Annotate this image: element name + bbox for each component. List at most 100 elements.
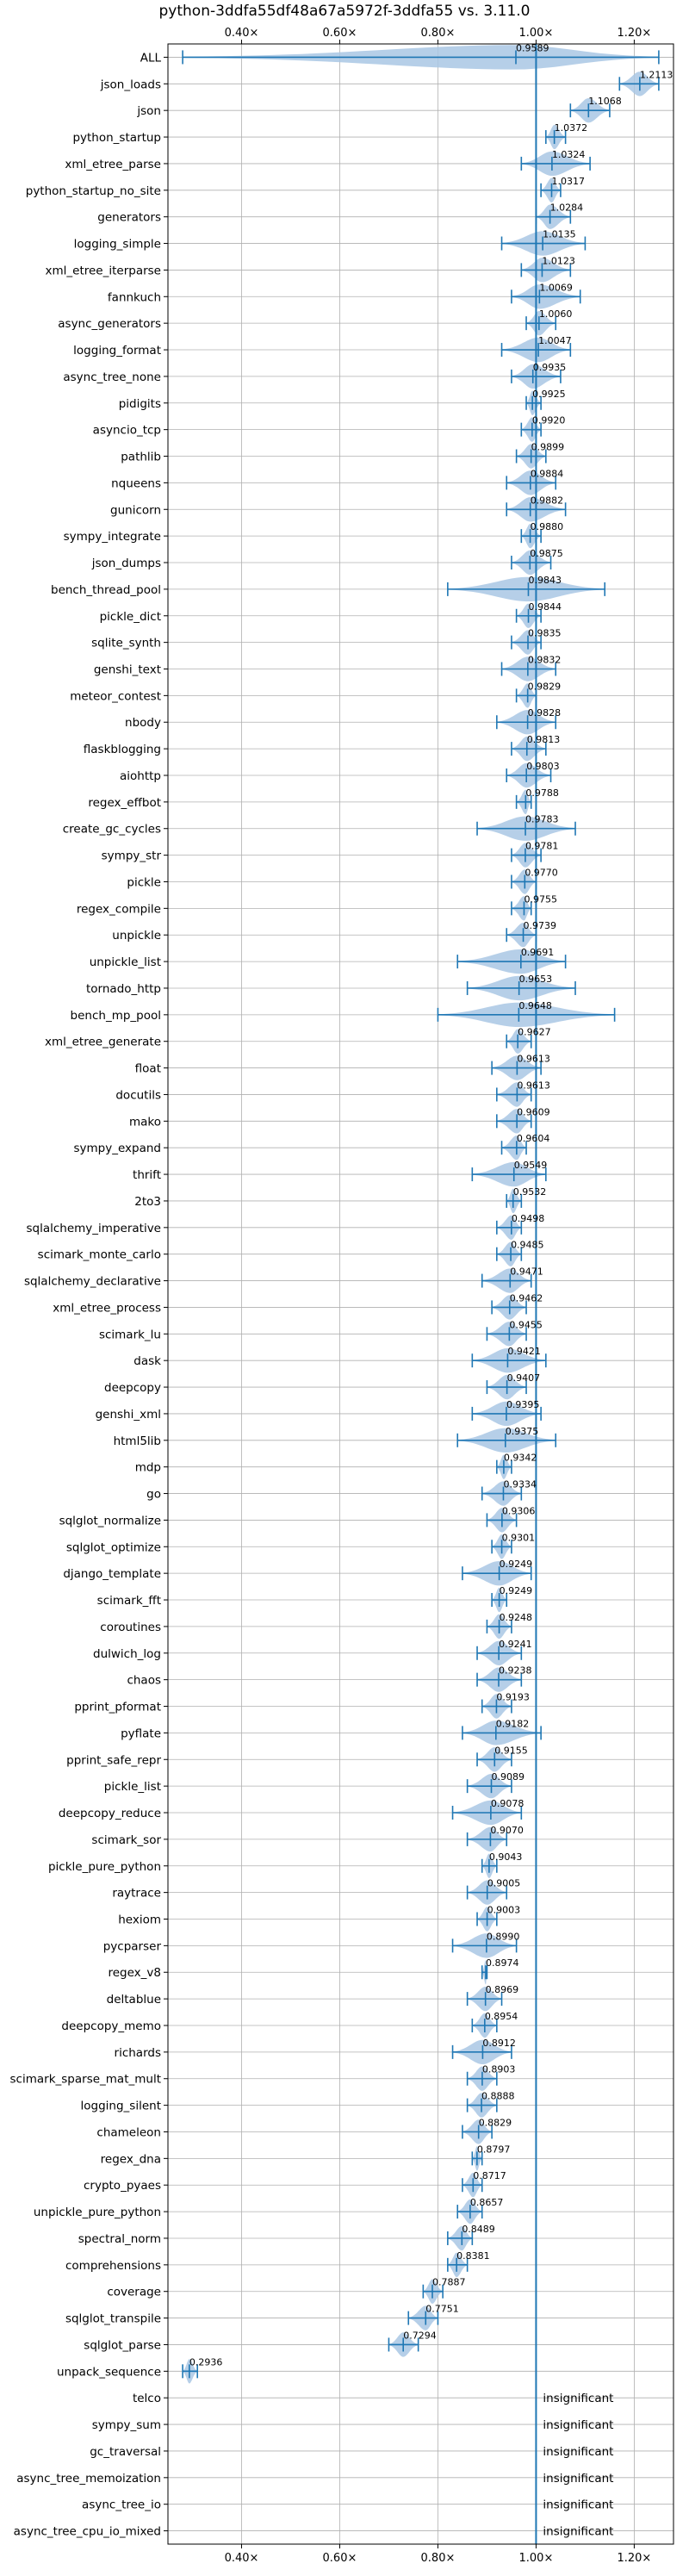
benchmark-label: telco (133, 2392, 161, 2405)
value-label: 0.8888 (481, 2091, 515, 2102)
value-label: 0.8969 (486, 1984, 519, 1995)
benchmark-label: python_startup (72, 131, 161, 145)
value-label: 0.9770 (525, 867, 558, 878)
value-label: 0.7887 (432, 2277, 466, 2288)
value-label: 0.9884 (531, 468, 564, 479)
value-label: 1.0324 (552, 149, 586, 160)
value-label: 0.9043 (489, 1851, 523, 1863)
benchmark-label: genshi_text (94, 663, 161, 677)
value-label: 0.9803 (526, 761, 560, 772)
value-label: 0.9421 (507, 1346, 541, 1357)
benchmark-label: tornado_http (86, 982, 161, 996)
benchmark-label: deltablue (107, 1993, 161, 2007)
value-label: 0.9604 (517, 1133, 550, 1144)
value-label: 0.9880 (531, 521, 564, 532)
benchmark-label: logging_format (73, 344, 161, 358)
value-label: 0.8657 (470, 2197, 504, 2208)
benchmark-label: sqlglot_parse (84, 2338, 161, 2352)
benchmark-label: sqlglot_optimize (66, 1540, 161, 1554)
benchmark-label: nbody (125, 716, 161, 730)
value-label: 0.9193 (496, 1692, 530, 1703)
benchmark-label: regex_dna (101, 2152, 161, 2166)
benchmark-label: spectral_norm (78, 2232, 161, 2246)
value-label: 0.8912 (482, 2038, 516, 2049)
value-label: 0.9813 (527, 734, 561, 745)
benchmark-label: mako (129, 1115, 161, 1129)
value-label: 0.9788 (525, 787, 559, 799)
benchmark-label: sqlglot_normalize (59, 1514, 161, 1528)
benchmark-label: chaos (127, 1674, 161, 1688)
value-label: 0.9843 (528, 575, 562, 586)
x-tick-label-top: 0.80× (421, 27, 456, 40)
benchmark-label: asyncio_tcp (93, 424, 161, 438)
value-label: 0.8990 (487, 1931, 520, 1942)
benchmark-label: scimark_lu (99, 1328, 161, 1341)
benchmark-label: scimark_fft (97, 1594, 161, 1608)
benchmark-label: pprint_pformat (74, 1701, 161, 1714)
benchmark-label: gc_traversal (90, 2445, 161, 2459)
benchmark-label: crypto_pyaes (84, 2179, 161, 2193)
value-label: 0.9653 (519, 974, 553, 985)
value-label: 0.9627 (518, 1027, 551, 1038)
plot-frame (167, 43, 674, 2545)
value-label: 0.9462 (510, 1292, 543, 1304)
benchmark-label: meteor_contest (70, 689, 161, 703)
value-label: 1.2113 (640, 69, 673, 80)
value-label: 1.0123 (542, 255, 575, 266)
value-label: 0.9301 (502, 1532, 536, 1543)
value-label: 0.9238 (499, 1665, 532, 1677)
value-label: 0.9882 (531, 495, 564, 506)
benchmark-label: xml_etree_generate (45, 1036, 161, 1049)
axis-layer: 0.40× 0.40× 0.60× 0.60× 0.80× 0.80× 1.00× 1.00×… (10, 27, 652, 2565)
insignificant-label: insignificant (543, 2498, 613, 2512)
value-label: 0.9899 (531, 442, 565, 453)
value-label: 0.9375 (506, 1426, 539, 1437)
benchmark-label: sympy_expand (73, 1142, 161, 1155)
value-label: 0.9755 (524, 893, 557, 905)
value-label: 0.9783 (525, 814, 559, 825)
benchmark-label: unpickle_list (90, 955, 161, 969)
benchmark-label: aiohttp (120, 769, 161, 783)
benchmark-label: sqlalchemy_imperative (27, 1222, 162, 1235)
benchmark-label: unpickle (112, 929, 161, 943)
value-label: 0.9182 (496, 1718, 530, 1729)
benchmark-label: pickle (127, 875, 161, 889)
benchmark-label: ALL (140, 51, 162, 65)
value-label: 0.9532 (513, 1186, 547, 1198)
value-label: 1.0060 (539, 308, 573, 320)
benchmark-label: gunicorn (110, 503, 161, 517)
benchmark-label: deepcopy_memo (61, 2019, 161, 2033)
benchmark-label: sqlglot_transpile (65, 2312, 161, 2326)
benchmark-label: pidigits (119, 397, 161, 411)
label-layer: 0.9589 1.2113 1.1068 1.0372 1.0324 1.0317 1.02… (189, 42, 673, 2538)
value-label: 0.9455 (509, 1319, 543, 1330)
value-label: 1.0317 (551, 176, 585, 187)
value-label: 0.9342 (504, 1453, 537, 1464)
value-label: 0.9875 (530, 548, 563, 559)
value-label: 0.9935 (533, 362, 567, 373)
benchmark-label: async_tree_cpu_io_mixed (14, 2525, 161, 2539)
benchmark-label: async_tree_memoization (16, 2472, 161, 2486)
value-label: 0.8489 (462, 2224, 495, 2235)
value-label: 0.9691 (521, 947, 555, 958)
benchmark-label: mdp (135, 1461, 161, 1475)
benchmark-label: sympy_sum (92, 2418, 161, 2432)
benchmark-label: sqlalchemy_declarative (24, 1275, 161, 1289)
x-tick-label-bottom: 0.40× (225, 2552, 259, 2565)
value-label: 0.9925 (532, 389, 566, 400)
value-label: 0.9613 (517, 1080, 550, 1091)
value-label: 0.2936 (189, 2356, 223, 2368)
benchmark-label: sympy_str (102, 849, 162, 863)
benchmark-label: thrift (133, 1168, 161, 1182)
benchmark-label: pathlib (121, 451, 161, 464)
value-label: 0.9498 (512, 1213, 545, 1224)
value-label: 1.0135 (543, 229, 576, 240)
value-label: 0.8717 (473, 2170, 506, 2181)
value-label: 0.8974 (486, 1957, 519, 1969)
benchmark-label: xml_etree_process (53, 1301, 161, 1315)
value-label: 0.9089 (492, 1771, 525, 1783)
insignificant-label: insignificant (543, 2392, 613, 2405)
benchmark-label: bench_mp_pool (71, 1009, 161, 1023)
benchmark-label: xml_etree_parse (65, 158, 161, 171)
x-tick-label-top: 1.00× (519, 27, 554, 40)
